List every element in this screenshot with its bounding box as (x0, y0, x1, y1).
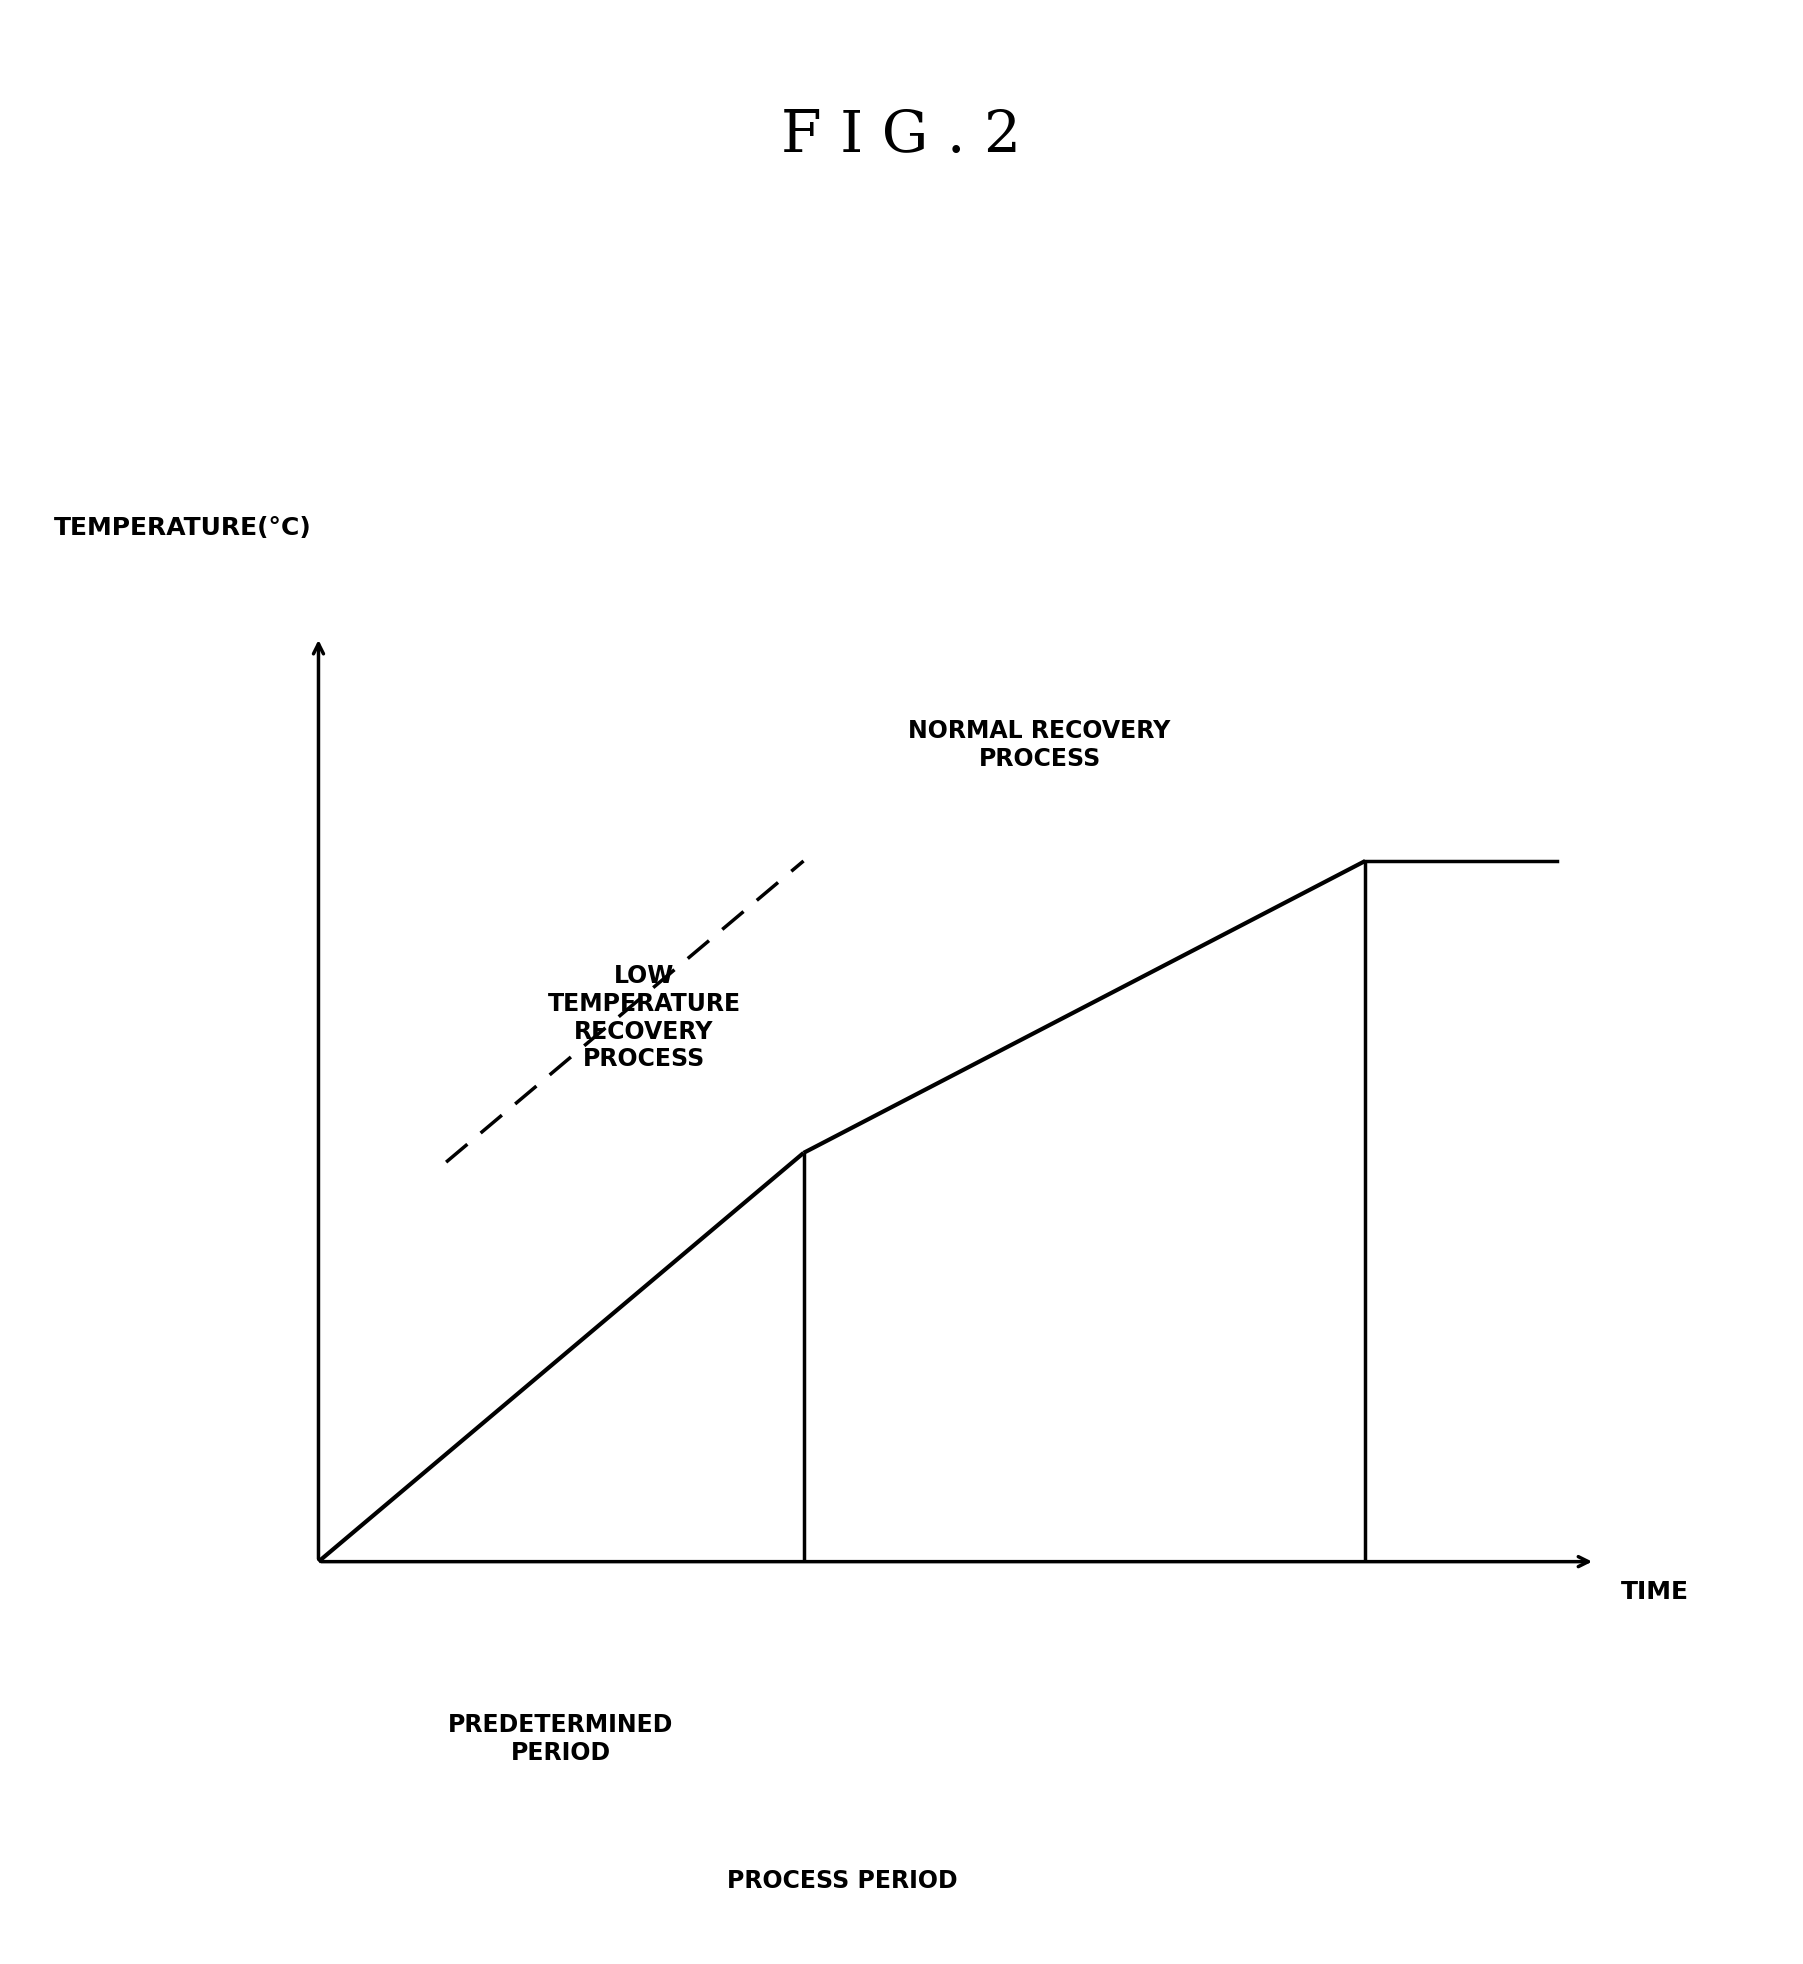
Text: TEMPERATURE(°C): TEMPERATURE(°C) (54, 517, 312, 540)
Text: PROCESS PERIOD: PROCESS PERIOD (727, 1868, 957, 1891)
Text: TIME: TIME (1621, 1579, 1688, 1603)
Text: F I G . 2: F I G . 2 (781, 108, 1022, 163)
Text: PREDETERMINED
PERIOD: PREDETERMINED PERIOD (449, 1713, 674, 1764)
Text: LOW
TEMPERATURE
RECOVERY
PROCESS: LOW TEMPERATURE RECOVERY PROCESS (548, 964, 741, 1070)
Text: NORMAL RECOVERY
PROCESS: NORMAL RECOVERY PROCESS (909, 719, 1170, 770)
